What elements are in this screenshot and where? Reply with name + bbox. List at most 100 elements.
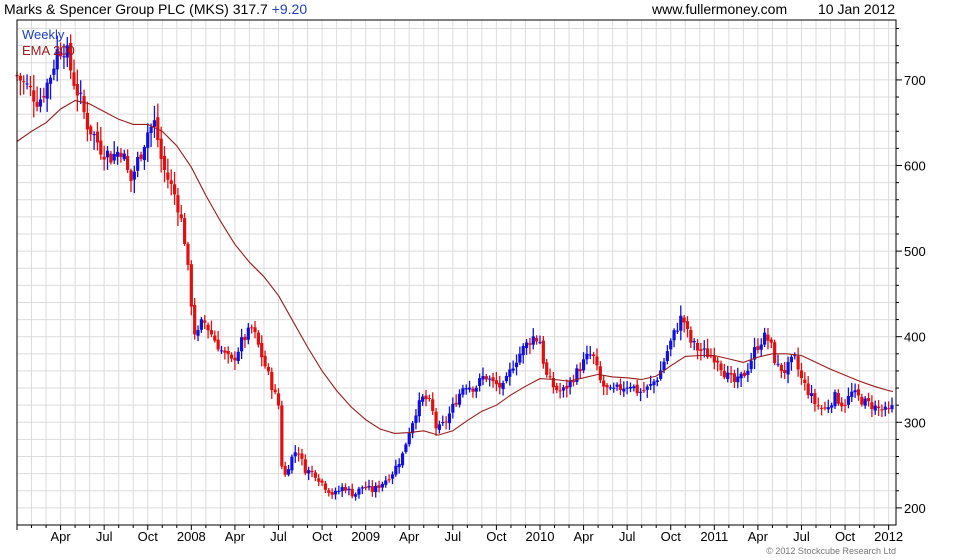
candle-body [481, 376, 485, 380]
y-tick-label: 500 [904, 244, 926, 259]
candle-body [330, 492, 334, 495]
x-tick-label: Apr [748, 529, 769, 544]
candle-body [149, 126, 153, 133]
candle-body [340, 487, 344, 492]
candle-body [508, 369, 512, 377]
x-tick-label: Oct [486, 529, 507, 544]
candle-body [756, 346, 760, 351]
x-tick-label: Oct [138, 529, 159, 544]
candle-body [28, 85, 33, 88]
candle-body [102, 156, 106, 160]
x-tick-label: Apr [399, 529, 420, 544]
x-axis: Apr Jul Oct 2008 Apr Jul Oct 2009 Apr Jul Oct 2010 A… [16, 525, 903, 544]
candle-body [360, 487, 364, 489]
candle-body [410, 423, 415, 434]
candle-body [337, 490, 341, 492]
candle-body [689, 330, 693, 343]
candle-body [752, 347, 757, 360]
candle-body [645, 386, 649, 390]
candle-body [52, 68, 56, 75]
candle-body [649, 384, 653, 386]
candle-body [860, 396, 864, 405]
candle-body [625, 387, 629, 389]
candle-body [347, 488, 351, 491]
candle-body [659, 370, 663, 379]
candle-body [692, 341, 696, 343]
legend-period: Weekly [22, 27, 65, 42]
candle-body [578, 369, 582, 372]
candle-body [407, 433, 411, 445]
candle-body [592, 354, 596, 357]
candle-body [55, 49, 59, 70]
candle-body [451, 403, 455, 413]
candle-body [377, 485, 381, 488]
candle-body [763, 332, 767, 345]
candle-body [136, 156, 140, 171]
candle-body [535, 337, 539, 342]
candle-body [528, 343, 532, 345]
candle-body [632, 386, 636, 389]
candle-body [454, 402, 458, 405]
candle-body [280, 405, 284, 467]
candle-body [25, 83, 29, 85]
candle-body [494, 380, 499, 385]
candle-body [380, 483, 385, 488]
candle-body [203, 320, 207, 323]
candle-body [773, 342, 777, 364]
candle-body [511, 368, 515, 371]
candle-body [779, 364, 783, 372]
candle-body [384, 480, 388, 485]
candle-body [48, 77, 53, 84]
candle-body [390, 474, 395, 479]
last-price: 317.7 [232, 1, 268, 17]
candle-body [457, 393, 462, 405]
candle-body [561, 387, 566, 391]
candle-body [524, 342, 529, 348]
candle-body [602, 380, 606, 387]
candle-body [189, 264, 193, 307]
candle-body [699, 349, 703, 352]
candle-body [209, 330, 214, 335]
candle-body [732, 373, 737, 382]
candle-body [669, 340, 673, 350]
candle-body [313, 472, 317, 478]
candle-body [813, 393, 817, 405]
candle-body [273, 389, 277, 393]
candle-body [172, 184, 177, 195]
price-change: +9.20 [271, 1, 308, 17]
candle-body [628, 386, 633, 389]
candle-body [176, 195, 180, 213]
candle-body [270, 371, 274, 391]
candle-body [581, 359, 586, 371]
candle-body [431, 399, 435, 411]
candle-body [870, 402, 874, 410]
candle-body [793, 355, 797, 357]
candle-body [682, 317, 686, 323]
candle-body [32, 90, 36, 102]
candle-body [853, 390, 857, 393]
candle-body [746, 370, 750, 375]
x-tick-label: Apr [50, 529, 71, 544]
candle-body [276, 393, 281, 406]
x-tick-label: 2011 [700, 529, 728, 544]
candle-body [551, 377, 555, 388]
ema-200-line [16, 99, 894, 436]
candle-body [69, 42, 73, 71]
x-tick-label: Jul [793, 529, 810, 544]
candle-body [595, 356, 599, 366]
candle-body [126, 156, 130, 170]
y-tick-label: 400 [904, 330, 926, 345]
candle-body [297, 453, 301, 455]
candle-body [219, 350, 224, 352]
candle-body [672, 330, 676, 341]
candle-body [240, 337, 244, 352]
candle-body [364, 486, 368, 489]
candle-body [608, 387, 612, 389]
candle-body [357, 488, 361, 495]
candle-body [367, 485, 371, 488]
x-tick-label: Oct [312, 529, 333, 544]
candle-body [796, 356, 800, 370]
candle-body [474, 387, 478, 392]
x-tick-label: Jul [445, 529, 462, 544]
candle-body [856, 389, 861, 396]
